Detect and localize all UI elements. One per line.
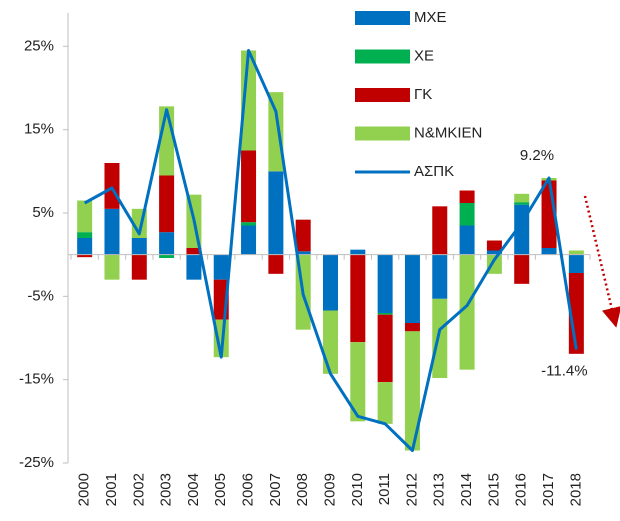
bar (131, 238, 147, 255)
bar (186, 248, 202, 255)
plot: -25% -15% -5% 5% 15% 25% 9.2% -11.4% 2000 2001 200… (19, 9, 591, 506)
bar (241, 150, 257, 223)
x-tick-label: 2000 (76, 473, 93, 506)
legend-swatch (355, 49, 410, 64)
x-tick-label: 2002 (130, 473, 147, 506)
x-tick-label: 2017 (540, 473, 557, 506)
bar (159, 254, 175, 258)
line (83, 49, 578, 452)
bar (459, 190, 475, 203)
bar (241, 50, 257, 151)
bar (404, 331, 420, 451)
bar (77, 200, 93, 233)
data-label: -11.4% (541, 363, 587, 380)
bar (323, 310, 338, 374)
x-tick-label: 2010 (349, 473, 366, 506)
y-tick-label: -15% (19, 371, 54, 388)
bar (404, 323, 420, 332)
bar (541, 248, 557, 255)
bar (323, 254, 338, 311)
x-tick-label: 2018 (567, 473, 584, 506)
x-tick-label: 2005 (212, 473, 229, 506)
bar (432, 206, 448, 255)
x-tick-label: 2001 (103, 473, 120, 506)
bar (159, 175, 175, 233)
legend-swatch (355, 126, 410, 141)
y-tick-label: -25% (19, 454, 54, 471)
bar (131, 254, 147, 280)
legend-label: ΜΧΕ (414, 9, 447, 26)
bar (104, 254, 120, 280)
x-tick-label: 2008 (294, 473, 311, 506)
legend-label: ΓΚ (414, 86, 432, 103)
bar (514, 202, 530, 205)
x-tick-label: 2003 (158, 473, 175, 506)
bar (241, 225, 257, 255)
bar (295, 219, 311, 252)
bar (268, 254, 284, 274)
bar (350, 254, 366, 343)
bar (377, 254, 393, 313)
bar (77, 232, 93, 238)
bar (377, 314, 393, 383)
bar (159, 106, 175, 176)
bar (459, 254, 475, 370)
bar (77, 238, 93, 255)
bar (268, 92, 284, 172)
legend-label: ΧΕ (414, 47, 434, 64)
legend-swatch (355, 11, 410, 25)
bar (268, 171, 284, 255)
bar (213, 254, 229, 280)
bar (486, 250, 502, 255)
x-tick-label: 2006 (240, 473, 257, 506)
bar (459, 225, 475, 255)
bar (486, 254, 502, 274)
bar (241, 222, 257, 226)
legend: ΜΧΕ ΧΕ ΓΚ Ν&ΜΚΙΕΝ ΑΣΠΚ (355, 9, 482, 180)
x-tick-label: 2014 (458, 473, 475, 506)
data-label: 9.2% (520, 147, 554, 164)
bar (186, 254, 202, 280)
bar (350, 249, 366, 255)
bar (432, 254, 448, 299)
x-tick-label: 2009 (321, 473, 338, 506)
x-tick-label: 2015 (485, 473, 502, 506)
bar (459, 203, 475, 226)
bar (377, 313, 393, 315)
bar (377, 382, 393, 424)
bar (350, 342, 366, 422)
legend-label: ΑΣΠΚ (414, 163, 454, 180)
x-tick-label: 2007 (267, 473, 284, 506)
bar (77, 254, 93, 258)
bar (404, 254, 420, 323)
bar (104, 163, 120, 209)
x-tick-label: 2016 (513, 473, 530, 506)
trend-arrow (583, 195, 620, 328)
x-tick-label: 2011 (376, 473, 393, 505)
bar (432, 298, 448, 378)
bar (159, 232, 175, 255)
x-tick-label: 2004 (185, 473, 202, 506)
bar (568, 250, 584, 255)
x-tick-label: 2013 (431, 473, 448, 506)
bar (486, 240, 502, 251)
y-tick-label: 5% (32, 204, 54, 221)
y-tick-label: 15% (24, 121, 54, 138)
legend-swatch (355, 88, 410, 102)
bar (295, 251, 311, 255)
y-tick-label: 25% (24, 37, 54, 54)
y-tick-label: -5% (27, 287, 54, 304)
bar (514, 254, 530, 284)
bar (514, 193, 530, 203)
bar (104, 208, 120, 255)
bar (568, 254, 584, 273)
legend-label: Ν&ΜΚΙΕΝ (414, 124, 482, 141)
x-tick-label: 2012 (403, 473, 420, 506)
